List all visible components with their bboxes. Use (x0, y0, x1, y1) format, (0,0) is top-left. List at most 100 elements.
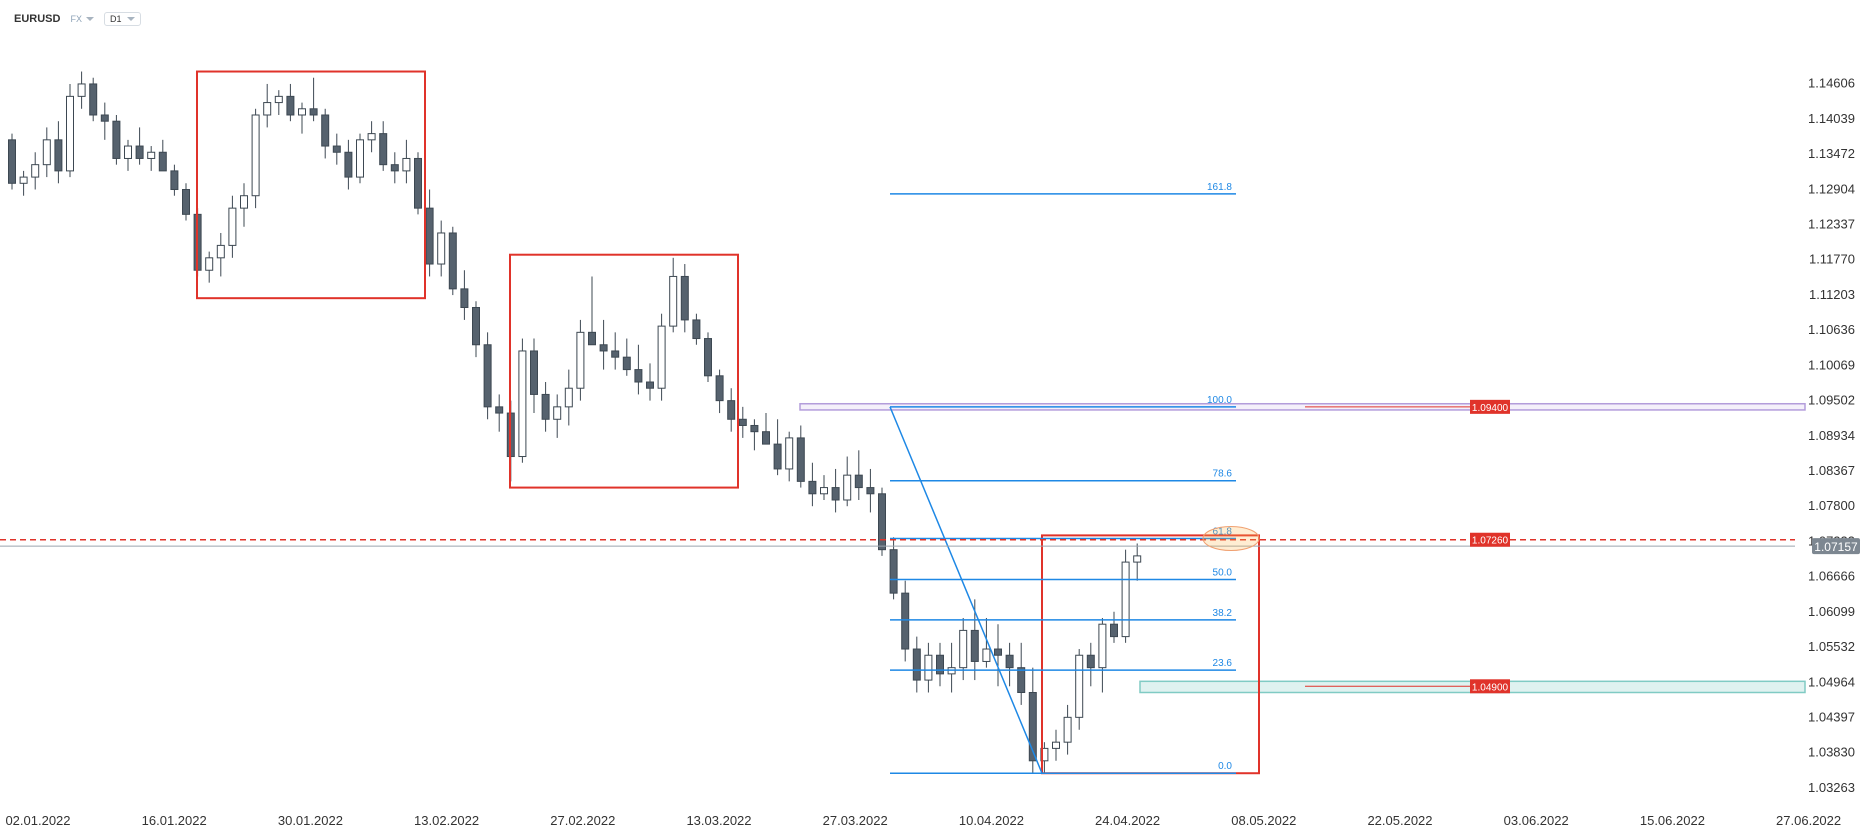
candle-body (321, 114, 330, 147)
y-tick-label: 1.04397 (1808, 710, 1855, 725)
candle-body (657, 325, 666, 389)
x-tick-label: 03.06.2022 (1504, 813, 1569, 828)
chart-header: EURUSD FX D1 (14, 12, 142, 26)
support-zone-upper (799, 402, 1806, 411)
fib-level-label: 100.0 (1207, 395, 1232, 406)
candle-body (773, 443, 782, 470)
x-tick-label: 27.06.2022 (1776, 813, 1841, 828)
candle-body (622, 356, 631, 371)
candle-body (483, 344, 492, 408)
candle-body (646, 381, 654, 389)
candle-body (1110, 623, 1118, 638)
candle-body (54, 139, 63, 172)
candle-body (878, 493, 886, 551)
y-tick-label: 1.11203 (1809, 287, 1855, 302)
price-tag (1470, 679, 1510, 694)
candle-body (808, 480, 817, 495)
candle-body (124, 145, 132, 159)
timeframe-selector[interactable]: D1 (103, 12, 142, 26)
candle-body (414, 157, 422, 209)
candle-body (1052, 741, 1060, 749)
candle-body (437, 232, 446, 265)
fib-level-label: 0.0 (1218, 761, 1232, 772)
source-label: FX (70, 14, 82, 24)
candle-body (692, 319, 701, 340)
y-tick-label: 1.06099 (1808, 604, 1855, 619)
candle-body (959, 629, 968, 669)
candle-body (356, 139, 364, 178)
y-tick-label: 1.04964 (1808, 674, 1855, 689)
x-tick-label: 16.01.2022 (142, 813, 207, 828)
candle-body (715, 375, 724, 402)
fib-level-label: 161.8 (1207, 182, 1232, 193)
candle-body (1028, 691, 1037, 762)
candle-body (704, 338, 712, 377)
x-tick-label: 02.01.2022 (5, 813, 70, 828)
candle-body (901, 592, 910, 650)
fib-level-label: 50.0 (1213, 567, 1233, 578)
y-tick-label: 1.12337 (1808, 216, 1855, 231)
candle-body (530, 350, 538, 395)
source-selector[interactable]: FX (70, 14, 94, 24)
candle-body (495, 406, 504, 414)
candle-body (541, 393, 550, 420)
fib-level-label: 23.6 (1213, 658, 1233, 669)
candle-body (66, 95, 74, 172)
candle-body (460, 288, 469, 308)
candle-body (831, 487, 840, 501)
y-tick-label: 1.07800 (1808, 498, 1855, 513)
candle-body (89, 83, 98, 116)
current-price-label: 1.07157 (1814, 540, 1858, 554)
candle-body (309, 108, 318, 116)
candle-body (1017, 667, 1026, 693)
candle-body (100, 114, 109, 122)
x-tick-label: 13.02.2022 (414, 813, 479, 828)
candle-body (634, 369, 643, 383)
x-tick-label: 27.03.2022 (823, 813, 888, 828)
timeframe-label: D1 (109, 14, 122, 24)
x-tick-label: 15.06.2022 (1640, 813, 1705, 828)
candle-body (448, 232, 457, 290)
candle-body (564, 387, 573, 408)
candle-body (298, 108, 306, 116)
candle-body (112, 120, 121, 159)
candle-body (518, 350, 527, 458)
x-tick-label: 22.05.2022 (1367, 813, 1432, 828)
candle-body (843, 474, 852, 501)
candle-body (785, 437, 794, 470)
x-tick-label: 13.03.2022 (686, 813, 751, 828)
candle-body (77, 83, 86, 97)
chevron-down-icon (127, 17, 136, 21)
price-tag-label: 1.07260 (1472, 536, 1509, 547)
candle-body (367, 133, 376, 141)
candle-body (553, 406, 562, 420)
candle-body (274, 95, 283, 104)
x-tick-label: 30.01.2022 (278, 813, 343, 828)
candle-body (135, 145, 144, 159)
candle-body (170, 170, 179, 191)
candle-body (379, 133, 388, 166)
candle-body (228, 207, 237, 246)
candle-body (762, 431, 770, 445)
current-price-tag (1812, 538, 1860, 555)
candle-body (820, 487, 828, 495)
candle-body (472, 306, 480, 346)
candle-body (251, 114, 260, 197)
candle-body (599, 344, 608, 352)
y-tick-label: 1.11770 (1809, 252, 1855, 267)
candle-body (1121, 561, 1130, 638)
candle-body (680, 275, 689, 321)
candle-body (1075, 654, 1084, 718)
y-tick-label: 1.09502 (1808, 393, 1855, 408)
candle-body (182, 189, 190, 215)
range-box-1 (196, 70, 426, 300)
candle-body (42, 139, 51, 166)
candle-body (31, 164, 40, 178)
y-tick-label: 1.08934 (1808, 428, 1855, 443)
candle-body (727, 400, 736, 420)
candle-body (263, 102, 272, 116)
candle-body (8, 139, 16, 184)
fib-trend-line (889, 406, 1043, 774)
fib-level-label: 38.2 (1213, 608, 1233, 619)
